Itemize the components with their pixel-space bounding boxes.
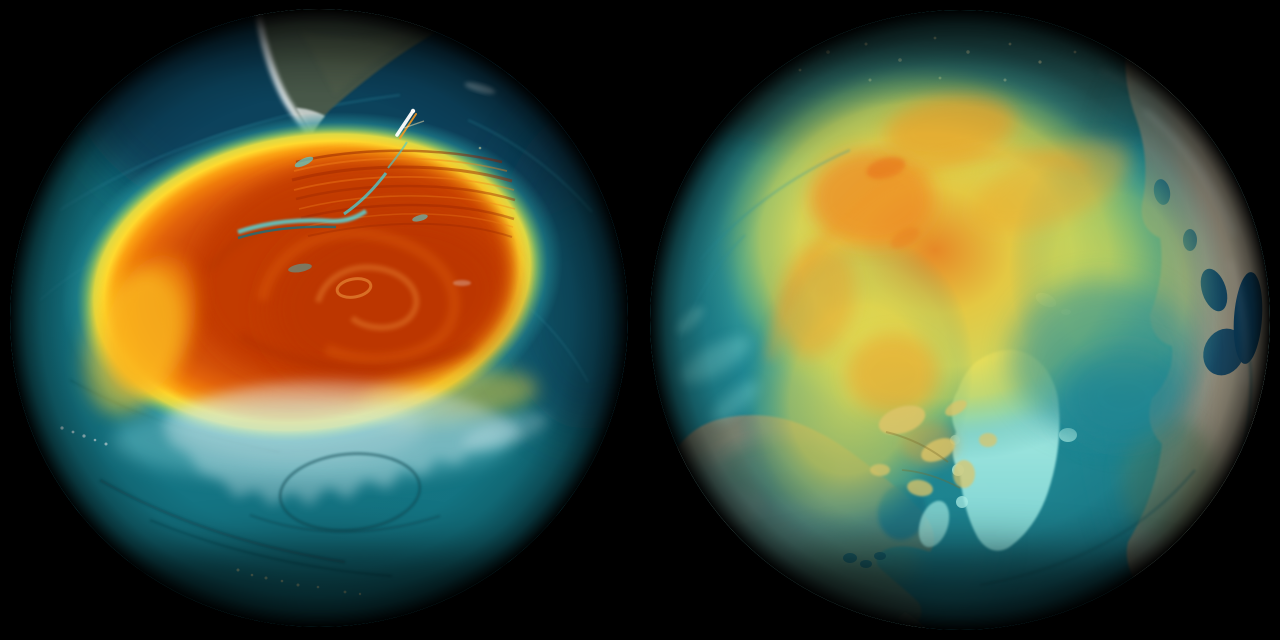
bottom-terminator-left xyxy=(10,542,628,627)
limb-shadow-right xyxy=(650,10,1270,630)
northern-hemisphere-globe xyxy=(650,10,1270,630)
bottom-terminator-right xyxy=(650,546,1270,630)
southern-hemisphere-globe xyxy=(10,9,628,627)
top-limb-shade-left xyxy=(10,9,628,58)
limb-shadow-left xyxy=(10,9,628,627)
top-limb-shade-right xyxy=(650,10,1270,60)
